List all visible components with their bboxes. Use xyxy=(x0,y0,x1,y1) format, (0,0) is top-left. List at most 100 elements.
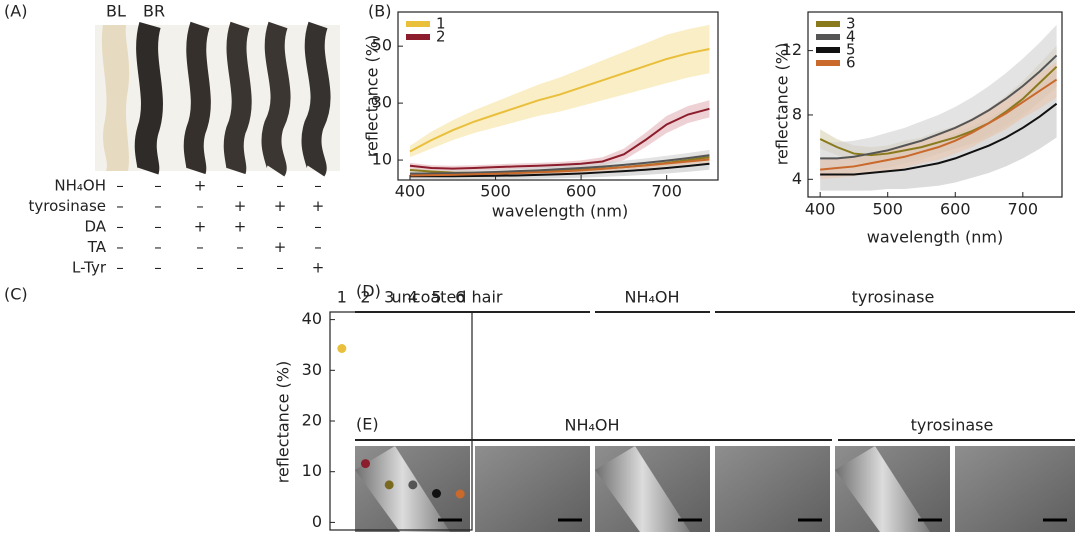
mark: – xyxy=(196,238,204,256)
legend-swatch xyxy=(816,21,840,27)
mark: – xyxy=(116,197,124,215)
legend-label: 3 xyxy=(846,15,856,33)
mark: + xyxy=(234,197,247,215)
legend-swatch xyxy=(406,34,430,40)
x-tick-label: 600 xyxy=(566,182,597,201)
y-tick-label: 30 xyxy=(302,360,322,379)
mark: – xyxy=(116,259,124,277)
mark: – xyxy=(154,177,162,195)
x-axis-label: wavelength (nm) xyxy=(492,202,629,221)
series-line xyxy=(409,48,710,153)
row-label: NH₄OH xyxy=(54,177,106,195)
panel-label: (B) xyxy=(368,2,391,21)
x-tick-label: 700 xyxy=(651,182,682,201)
row-label: tyrosinase xyxy=(29,197,107,215)
series-line xyxy=(409,162,710,178)
legend-swatch xyxy=(816,47,840,53)
mark: – xyxy=(116,238,124,256)
line-chart: 400 500 600 700 10 30 50 wavelength (nm) reflect… xyxy=(363,11,719,221)
mark: – xyxy=(314,218,322,236)
x-tick-label: 600 xyxy=(940,200,971,219)
series-line xyxy=(820,102,1058,176)
group-label: tyrosinase xyxy=(852,288,935,307)
mark: + xyxy=(194,218,207,236)
y-tick-label: 0 xyxy=(312,512,322,531)
y-tick-label: 10 xyxy=(302,461,322,480)
category-label: 1 xyxy=(337,288,347,307)
legend-swatch xyxy=(816,34,840,40)
legend-label: 5 xyxy=(846,41,856,59)
mark: + xyxy=(194,177,207,195)
mark: – xyxy=(154,197,162,215)
mark: – xyxy=(276,259,284,277)
mark: – xyxy=(236,259,244,277)
point xyxy=(432,488,441,498)
group-label: uncoated hair xyxy=(392,288,503,307)
x-tick-label: 500 xyxy=(872,200,903,219)
point xyxy=(361,459,370,469)
legend-swatch xyxy=(816,60,840,66)
legend-label: 6 xyxy=(846,54,856,72)
mark: – xyxy=(196,197,204,215)
panel-label: (C) xyxy=(4,285,28,304)
legend-swatch xyxy=(406,21,430,27)
group-label: NH₄OH xyxy=(564,416,619,435)
y-axis-label: reflectance (%) xyxy=(773,43,792,165)
mark: – xyxy=(116,218,124,236)
swatch-label: BR xyxy=(143,2,165,21)
category-label: 6 xyxy=(455,288,465,307)
category-label: 5 xyxy=(431,288,441,307)
sem-images xyxy=(355,446,1075,532)
category-label: 4 xyxy=(408,288,418,307)
x-tick-label: 400 xyxy=(805,200,836,219)
panel-label: (D) xyxy=(356,282,381,301)
y-tick-label: 50 xyxy=(372,36,392,55)
error-band xyxy=(409,100,710,172)
mark: + xyxy=(312,259,325,277)
category-label: 2 xyxy=(360,288,370,307)
mark: – xyxy=(314,238,322,256)
fiber xyxy=(835,446,930,532)
y-tick-label: 10 xyxy=(372,150,392,169)
mark: + xyxy=(312,197,325,215)
error-band xyxy=(409,149,710,177)
point xyxy=(408,480,418,490)
mark: – xyxy=(236,238,244,256)
category-label: 3 xyxy=(384,288,394,307)
y-tick-label: 4 xyxy=(792,169,802,188)
mark: – xyxy=(314,177,322,195)
point xyxy=(384,480,394,490)
y-axis-label: reflectance (%) xyxy=(274,361,293,483)
x-tick-label: 700 xyxy=(1008,200,1039,219)
plot xyxy=(819,24,1058,191)
row-label: DA xyxy=(84,218,106,236)
series-line xyxy=(409,107,710,170)
mark: + xyxy=(274,197,287,215)
point xyxy=(337,344,347,354)
y-tick-label: 12 xyxy=(782,40,802,59)
row-label: TA xyxy=(87,238,107,256)
series-line xyxy=(820,54,1058,160)
group-label: tyrosinase xyxy=(911,416,994,435)
plot-frame xyxy=(397,11,719,181)
mark: – xyxy=(154,218,162,236)
plot xyxy=(409,24,710,180)
row-label: L-Tyr xyxy=(72,259,107,277)
mark: + xyxy=(274,238,287,256)
panel-label: (E) xyxy=(356,415,379,434)
y-tick-label: 20 xyxy=(302,411,322,430)
sem-image xyxy=(955,446,1075,532)
point xyxy=(455,489,465,499)
legend-label: 1 xyxy=(436,15,446,33)
mark: – xyxy=(196,259,204,277)
legend-label: 4 xyxy=(846,28,856,46)
series-line xyxy=(409,158,710,177)
error-band xyxy=(820,24,1057,175)
swatch-label: BL xyxy=(106,2,126,21)
plot-frame xyxy=(807,11,1063,198)
y-tick-label: 8 xyxy=(792,104,802,123)
panel-label: (A) xyxy=(4,2,27,21)
fiber xyxy=(355,446,450,532)
mark: – xyxy=(116,177,124,195)
